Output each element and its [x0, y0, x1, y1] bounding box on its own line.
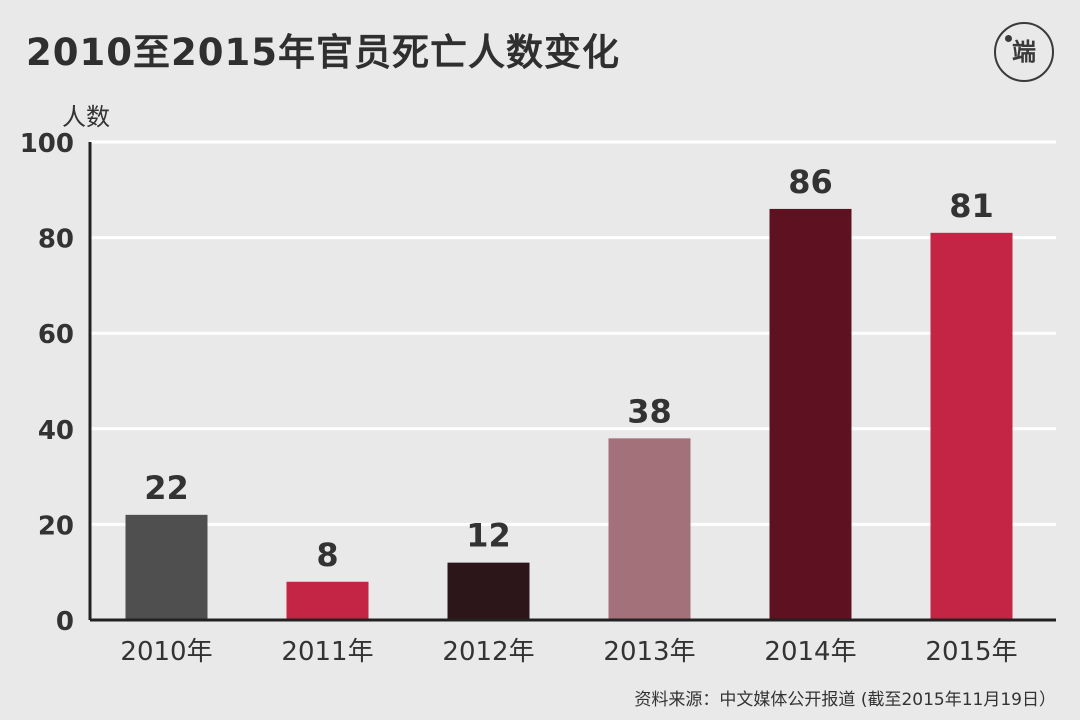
x-tick-label: 2014年	[764, 637, 856, 667]
data-label: 22	[144, 469, 189, 507]
data-label: 12	[466, 517, 511, 555]
y-axis-label: 人数	[62, 103, 110, 131]
bar	[930, 232, 1013, 620]
y-tick-label: 80	[38, 225, 74, 255]
bar-layer: 22 8 12 38 86 81	[125, 163, 1013, 621]
logo: 端	[994, 22, 1054, 82]
data-label: 81	[949, 187, 994, 225]
bar	[608, 438, 691, 620]
grid-layer	[90, 140, 1056, 526]
x-tick-label: 2011年	[281, 637, 373, 667]
bar	[447, 562, 530, 620]
y-tick-label: 60	[38, 320, 74, 350]
bar	[769, 208, 852, 621]
bar	[286, 581, 369, 620]
axis-layer: 0 20 40 60 80 100 2010年 2011年 2012年 2013年 2014年 201…	[20, 129, 1056, 667]
y-tick-label: 0	[56, 607, 74, 637]
logo-text: 端	[1012, 38, 1036, 66]
source-note: 资料来源：中文媒体公开报道 (截至2015年11月19日）	[634, 690, 1056, 710]
logo-dot-icon	[1005, 35, 1012, 42]
x-tick-label: 2012年	[442, 637, 534, 667]
x-tick-label: 2015年	[925, 637, 1017, 667]
y-tick-label: 100	[20, 129, 74, 159]
data-label: 8	[316, 536, 338, 574]
y-tick-label: 40	[38, 416, 74, 446]
data-label: 86	[788, 163, 833, 201]
y-tick-label: 20	[38, 511, 74, 541]
x-tick-label: 2013年	[603, 637, 695, 667]
chart-title: 2010至2015年官员死亡人数变化	[26, 31, 620, 74]
x-tick-label: 2010年	[120, 637, 212, 667]
bar	[125, 514, 208, 620]
data-label: 38	[627, 392, 672, 430]
